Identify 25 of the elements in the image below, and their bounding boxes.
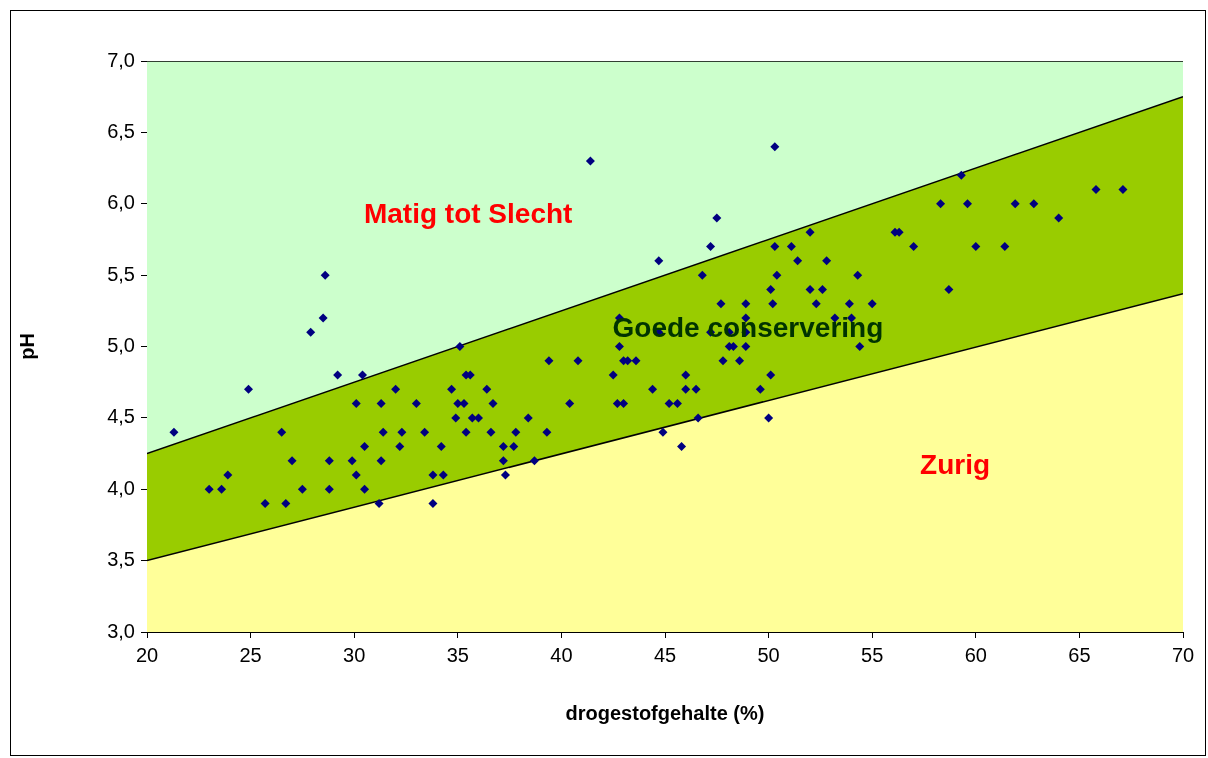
y-tick-label: 7,0 xyxy=(107,48,135,71)
x-tick-label: 45 xyxy=(653,643,677,666)
annotation: Goede conservering xyxy=(612,312,884,344)
y-tick-label: 6,5 xyxy=(107,119,135,142)
y-axis-title: pH xyxy=(15,333,38,360)
x-tick-label: 20 xyxy=(135,643,159,666)
y-tick-label: 5,0 xyxy=(107,334,135,357)
x-tick-label: 55 xyxy=(861,643,884,666)
y-tick-label: 6,0 xyxy=(107,191,135,214)
x-tick-label: 35 xyxy=(446,643,469,666)
y-tick-label: 3,0 xyxy=(107,619,135,642)
x-tick-label: 30 xyxy=(343,643,366,666)
annotation: Zurig xyxy=(920,449,991,481)
x-tick-label: 65 xyxy=(1068,643,1091,666)
x-tick-label: 70 xyxy=(1171,643,1195,666)
annotation: Matig tot Slecht xyxy=(363,197,573,229)
x-tick-label: 60 xyxy=(964,643,987,666)
y-tick-label: 3,5 xyxy=(107,548,135,571)
y-tick-label: 5,5 xyxy=(107,262,135,285)
x-axis-title: drogestofgehalte (%) xyxy=(565,701,765,724)
y-tick-label: 4,5 xyxy=(107,405,135,428)
x-tick-label: 40 xyxy=(550,643,573,666)
y-tick-label: 4,0 xyxy=(107,476,135,499)
x-tick-label: 25 xyxy=(239,643,262,666)
x-tick-label: 50 xyxy=(757,643,780,666)
